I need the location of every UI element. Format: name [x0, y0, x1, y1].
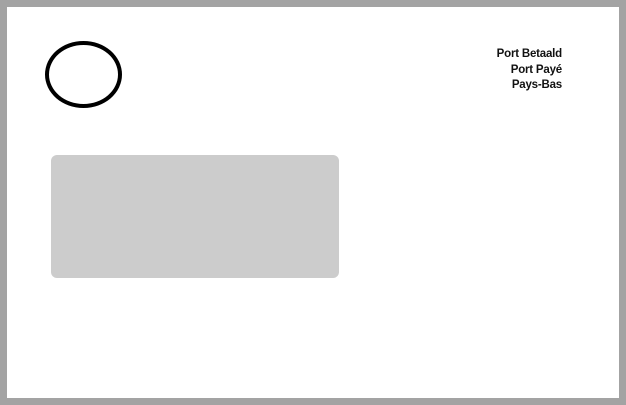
postage-line-country: Pays-Bas: [511, 79, 562, 91]
address-window: [51, 155, 339, 278]
postage-line-dutch: Port Betaald: [496, 48, 563, 60]
postage-line-french: Port Payé: [510, 63, 562, 76]
postage-indicia: Port Betaald Port Payé Pays-Bas: [496, 47, 563, 94]
logo-oval: [45, 41, 122, 108]
